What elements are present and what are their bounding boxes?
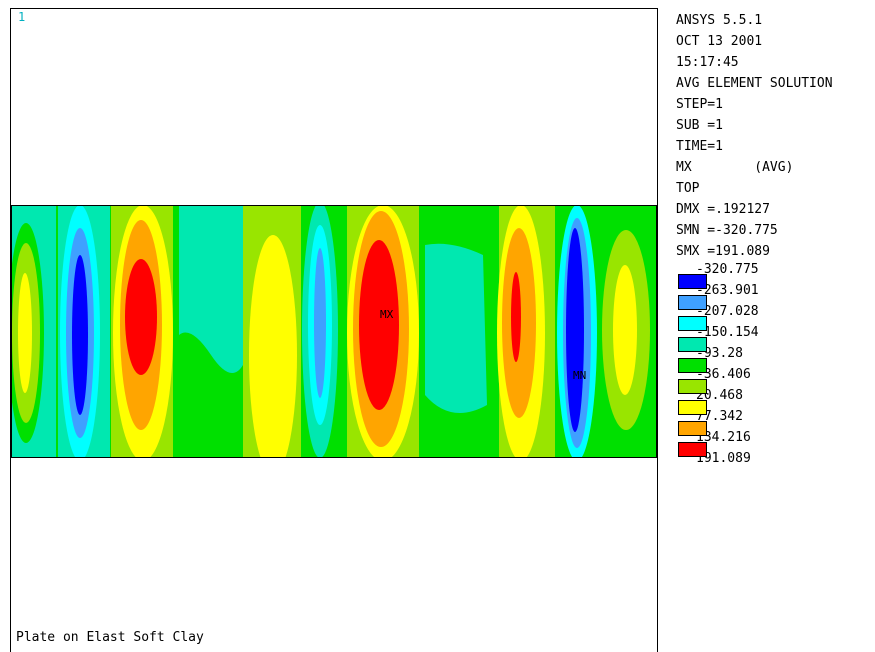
- legend-value: 134.216: [696, 430, 751, 445]
- plate-outline: [11, 205, 657, 458]
- info-line: 15:17:45: [676, 55, 739, 70]
- contour-band: [18, 273, 32, 393]
- legend-swatch: [678, 379, 707, 394]
- info-line: SUB =1: [676, 118, 723, 133]
- contour-band: [72, 255, 88, 415]
- legend-value: 77.342: [696, 409, 743, 424]
- legend-swatch: [678, 337, 707, 352]
- info-line: SMX =191.089: [676, 244, 770, 259]
- contour-band: [613, 265, 637, 395]
- legend-value: -263.901: [696, 283, 759, 298]
- min-marker: MN: [573, 369, 586, 382]
- info-line: MX (AVG): [676, 160, 794, 175]
- contour-band: [359, 240, 399, 410]
- contour-band: [511, 272, 521, 362]
- legend-swatch: [678, 316, 707, 331]
- legend-value: -207.028: [696, 304, 759, 319]
- legend-value: -150.154: [696, 325, 759, 340]
- legend-value: 191.089: [696, 451, 751, 466]
- contour-plot[interactable]: MX MN: [11, 205, 657, 458]
- legend-value: 20.468: [696, 388, 743, 403]
- info-line: STEP=1: [676, 97, 723, 112]
- contour-band: [314, 248, 326, 398]
- info-line: ANSYS 5.5.1: [676, 13, 763, 28]
- legend-swatch: [678, 400, 707, 415]
- plot-subtitle: Plate on Elast Soft Clay: [16, 630, 204, 645]
- contour-band: [249, 235, 297, 458]
- legend-value: -36.406: [696, 367, 751, 382]
- info-line: SMN =-320.775: [676, 223, 778, 238]
- info-line: DMX =.192127: [676, 202, 770, 217]
- legend-swatch: [678, 358, 707, 373]
- legend-swatch: [678, 274, 707, 289]
- max-marker: MX: [380, 308, 394, 321]
- window-number: 1: [18, 10, 26, 24]
- legend-value: -320.775: [696, 262, 759, 277]
- contour-band: [125, 259, 157, 375]
- contour-band: [566, 228, 584, 432]
- info-line: OCT 13 2001: [676, 34, 763, 49]
- contour-band: [179, 205, 243, 373]
- legend-swatch: [678, 421, 707, 436]
- legend-swatch: [678, 295, 707, 310]
- info-line: AVG ELEMENT SOLUTION: [676, 76, 833, 91]
- legend-swatch: [678, 442, 707, 457]
- legend-value: -93.28: [696, 346, 743, 361]
- info-panel: ANSYS 5.5.1 OCT 13 2001 15:17:45 AVG ELEMEN…: [676, 10, 872, 262]
- info-line: TIME=1: [676, 139, 723, 154]
- contour-band: [425, 243, 487, 413]
- info-line: TOP: [676, 181, 700, 196]
